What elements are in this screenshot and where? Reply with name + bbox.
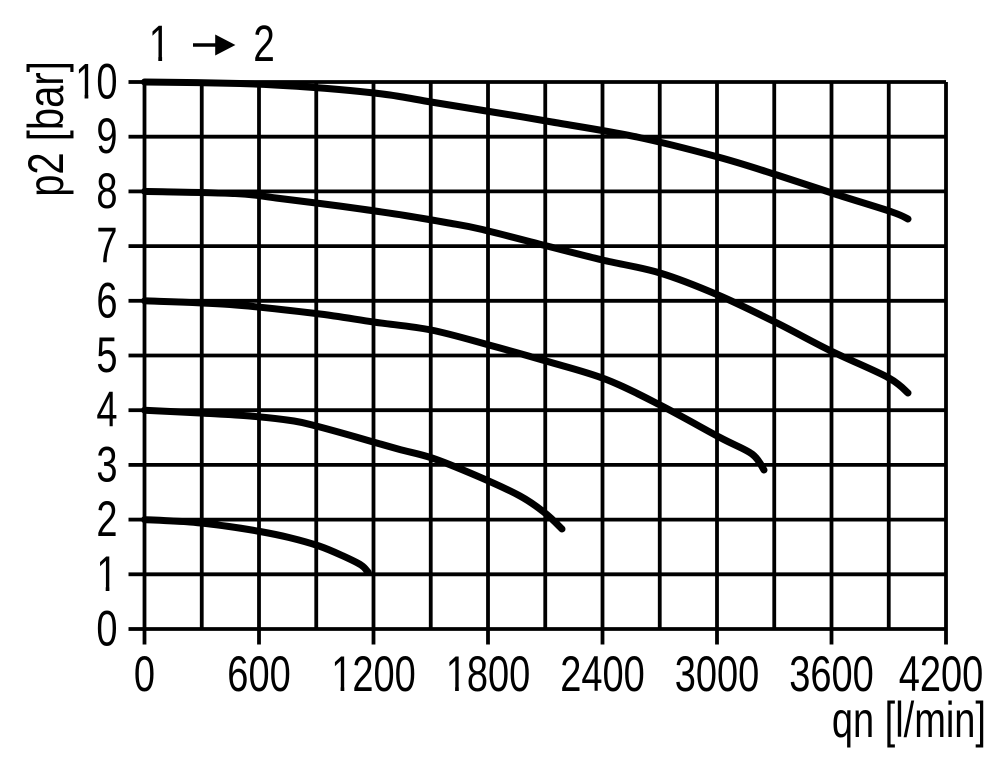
svg-text:7: 7 [96,219,117,274]
svg-text:4200: 4200 [899,647,984,702]
svg-text:1: 1 [96,547,117,602]
svg-text:9: 9 [96,109,117,164]
svg-text:0: 0 [134,647,155,702]
svg-text:600: 600 [227,647,290,702]
svg-text:2: 2 [253,15,275,72]
svg-text:1800: 1800 [446,647,531,702]
svg-text:3: 3 [96,437,117,492]
svg-text:0: 0 [96,602,117,657]
svg-text:3000: 3000 [675,647,760,702]
svg-text:8: 8 [96,164,117,219]
svg-text:qn [l/min]: qn [l/min] [832,693,986,748]
svg-text:4: 4 [96,383,117,438]
svg-text:2400: 2400 [560,647,645,702]
svg-text:6: 6 [96,273,117,328]
svg-text:1200: 1200 [331,647,416,702]
svg-text:3600: 3600 [789,647,874,702]
svg-text:10: 10 [75,55,117,110]
svg-text:5: 5 [96,328,117,383]
svg-text:1: 1 [149,15,171,72]
svg-text:p2 [bar]: p2 [bar] [18,61,74,197]
svg-text:2: 2 [96,492,117,547]
